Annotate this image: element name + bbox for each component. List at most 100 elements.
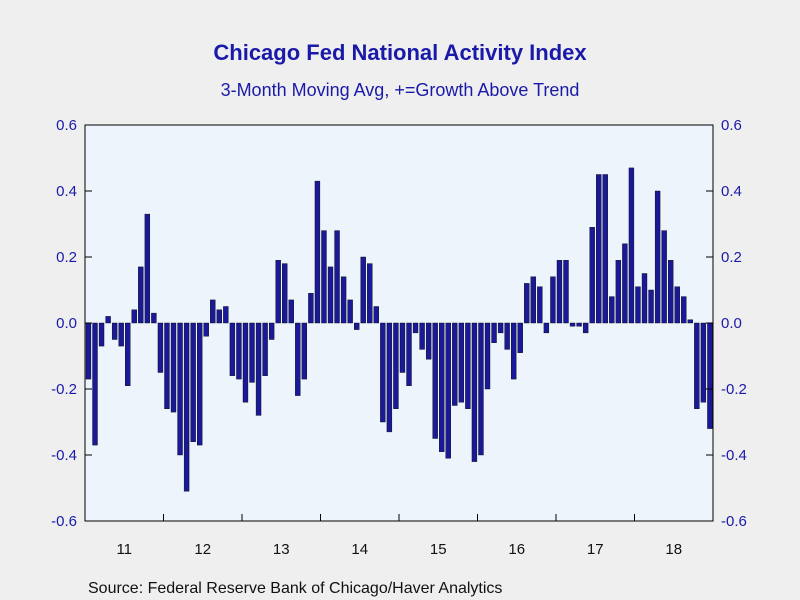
bar [425,322,432,360]
plot-area [84,124,714,522]
bar [439,322,445,452]
y-tick-label: 0.4 [56,183,77,200]
bar [654,190,661,324]
bar [589,227,595,324]
bar [92,322,98,446]
bar [334,230,340,324]
bar [380,322,386,423]
y-tick-label: 0.2 [721,249,742,266]
bar [491,322,497,343]
bar [445,322,451,459]
y-tick-label: -0.2 [51,381,77,398]
y-tick-label: 0.2 [56,249,77,266]
bar [327,266,334,324]
x-tick-label: 18 [665,541,682,558]
bar [308,293,314,324]
bar [543,322,550,334]
bar [347,299,353,324]
bar [197,322,203,446]
bar [412,322,419,334]
bar [301,322,308,380]
bar [484,322,491,390]
y-tick-label: -0.4 [51,447,77,464]
y-tick-label: -0.2 [721,381,747,398]
bar [615,260,622,324]
bar [419,322,425,350]
bar [144,213,151,324]
x-tick-label: 17 [587,541,604,558]
bar [700,322,707,403]
x-tick-label: 13 [273,541,290,558]
bar [183,322,190,492]
bar [452,322,458,406]
bar [151,312,157,324]
bar [118,322,124,347]
bar [674,286,680,324]
bar [602,174,608,324]
bar [85,322,92,380]
bar [582,322,589,334]
bar [471,322,478,462]
bar [707,322,713,429]
bar [478,322,484,456]
bar [210,299,216,324]
bar [98,322,105,347]
bar [288,299,294,324]
bar [393,322,399,410]
bar [236,322,242,380]
chart-title: Chicago Fed National Activity Index [213,40,587,65]
y-tick-label: -0.6 [51,513,77,530]
bar [111,322,118,340]
bar [406,322,412,386]
bar [282,263,288,324]
bar [216,309,222,324]
bar [641,273,648,324]
bar [242,322,249,403]
bar [314,180,321,324]
bar [295,322,301,396]
y-tick-label: 0.0 [721,315,742,332]
bar [203,322,209,337]
bar [229,322,236,376]
y-tick-label: -0.4 [721,447,747,464]
x-tick-label: 12 [194,541,211,558]
bar [648,289,654,324]
bar [373,306,379,324]
bar [661,230,667,324]
y-tick-label: -0.6 [721,513,747,530]
bar [609,296,615,324]
bar [530,276,536,324]
bar [524,283,530,324]
x-axis: 11 12 13 14 15 16 17 18 [116,541,682,558]
bar [569,322,576,327]
bar [354,322,360,330]
bar [622,243,628,324]
bar [596,174,602,324]
bar [262,322,268,376]
bar [576,322,582,327]
bar [170,322,177,413]
bar [249,322,255,383]
bar [125,322,131,386]
bar [399,322,406,373]
bar [131,309,137,324]
bar [694,322,700,410]
bar [157,322,164,373]
bar [537,286,543,324]
bar [563,260,569,324]
bar [628,167,635,324]
bar [340,276,347,324]
bar [105,316,111,324]
bar [275,260,281,324]
bar [360,256,366,324]
y-tick-label: 0.4 [721,183,742,200]
bar [138,266,144,324]
bar [255,322,262,416]
bar [550,276,556,324]
bar [223,306,229,324]
bar [386,322,393,433]
y-axis-right: 0.6 0.4 0.2 0.0 -0.2 -0.4 -0.6 [721,117,747,530]
bar [458,322,465,403]
bar [164,322,170,410]
